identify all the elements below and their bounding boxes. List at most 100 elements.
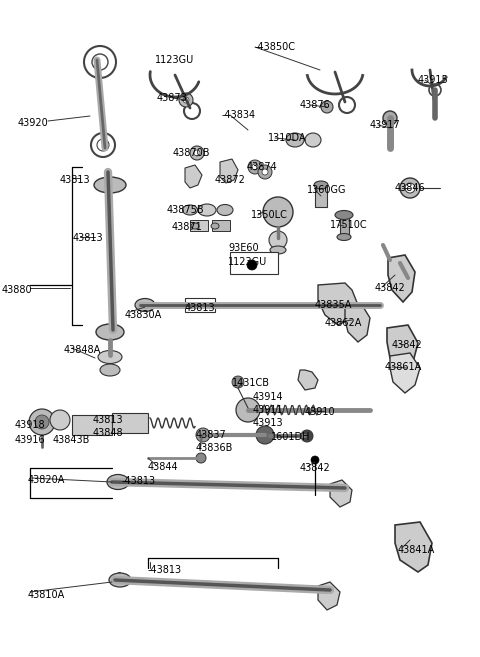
Text: 43861A: 43861A [385, 362, 422, 372]
Text: 43813: 43813 [185, 303, 216, 313]
Ellipse shape [211, 223, 219, 229]
Text: 43876: 43876 [300, 100, 331, 110]
Ellipse shape [98, 350, 122, 363]
Ellipse shape [109, 573, 131, 587]
Text: 43843B: 43843B [53, 435, 90, 445]
Text: 17510C: 17510C [330, 220, 368, 230]
Polygon shape [345, 305, 370, 342]
Ellipse shape [217, 204, 233, 215]
Text: -43834: -43834 [222, 110, 256, 120]
Polygon shape [388, 255, 415, 302]
Circle shape [262, 169, 268, 175]
Text: 1601DH: 1601DH [271, 432, 311, 442]
Text: 43917: 43917 [370, 120, 401, 130]
Text: 43842: 43842 [375, 283, 406, 293]
Text: 43830A: 43830A [125, 310, 162, 320]
Polygon shape [185, 165, 202, 188]
Text: 1123GU: 1123GU [155, 55, 194, 65]
Circle shape [183, 97, 189, 103]
Polygon shape [318, 582, 340, 610]
Bar [190, 220, 208, 231]
Text: 43810A: 43810A [28, 590, 65, 600]
Text: 43910: 43910 [305, 407, 336, 417]
Text: 43848: 43848 [93, 428, 124, 438]
Circle shape [179, 93, 193, 107]
Text: 43872: 43872 [215, 175, 246, 185]
Polygon shape [390, 353, 420, 393]
Text: 43813: 43813 [73, 233, 104, 243]
Text: 43842: 43842 [300, 463, 331, 473]
Text: 43873: 43873 [157, 93, 188, 103]
Ellipse shape [182, 205, 197, 215]
Text: 93E60: 93E60 [228, 243, 259, 253]
Circle shape [405, 183, 415, 193]
Text: 43875B: 43875B [167, 205, 204, 215]
Circle shape [258, 165, 272, 179]
Circle shape [236, 398, 260, 422]
Bar [185, 298, 215, 312]
Text: 43918: 43918 [15, 420, 46, 430]
Circle shape [35, 415, 49, 429]
Ellipse shape [94, 177, 126, 193]
Circle shape [248, 160, 262, 174]
Bar [230, 252, 278, 274]
Ellipse shape [270, 246, 286, 254]
Circle shape [321, 101, 333, 113]
Circle shape [252, 164, 258, 170]
Circle shape [50, 410, 70, 430]
Circle shape [263, 197, 293, 227]
Polygon shape [330, 480, 352, 507]
Text: 43813: 43813 [93, 415, 124, 425]
Circle shape [196, 453, 206, 463]
Text: 43880: 43880 [2, 285, 33, 295]
Text: 1123GU: 1123GU [228, 257, 267, 267]
Text: 43846: 43846 [395, 183, 426, 193]
Text: -43813: -43813 [122, 476, 156, 486]
Circle shape [383, 111, 397, 125]
Ellipse shape [314, 181, 328, 189]
Text: 1431CB: 1431CB [232, 378, 270, 388]
Text: 43820A: 43820A [28, 475, 65, 485]
Polygon shape [298, 370, 318, 390]
Circle shape [269, 231, 287, 249]
Text: 43915: 43915 [418, 75, 449, 85]
Text: 43862A: 43862A [325, 318, 362, 328]
Circle shape [190, 146, 204, 160]
Polygon shape [395, 522, 432, 572]
Ellipse shape [286, 133, 304, 147]
Text: 43874: 43874 [247, 162, 278, 172]
Circle shape [256, 426, 274, 444]
Text: 1360GG: 1360GG [307, 185, 347, 195]
Text: 43835A: 43835A [315, 300, 352, 310]
Text: 1310DA: 1310DA [268, 133, 307, 143]
Ellipse shape [135, 298, 155, 311]
Ellipse shape [305, 133, 321, 147]
Circle shape [311, 456, 319, 464]
Text: 43844: 43844 [148, 462, 179, 472]
Text: -43813: -43813 [148, 565, 182, 575]
Polygon shape [387, 325, 418, 370]
Text: 43841A: 43841A [398, 545, 435, 555]
Text: 43813: 43813 [60, 175, 91, 185]
Ellipse shape [191, 223, 199, 229]
Ellipse shape [96, 324, 124, 340]
Circle shape [247, 260, 257, 270]
Ellipse shape [335, 210, 353, 219]
Ellipse shape [337, 233, 351, 240]
Text: 43916: 43916 [15, 435, 46, 445]
Text: 43848A: 43848A [64, 345, 101, 355]
Text: 43911: 43911 [253, 405, 284, 415]
Bar [315, 185, 327, 207]
Circle shape [194, 150, 200, 156]
Text: 43920: 43920 [18, 118, 49, 128]
Ellipse shape [100, 364, 120, 376]
Circle shape [232, 376, 244, 388]
Text: 43842: 43842 [392, 340, 423, 350]
Text: 43870B: 43870B [173, 148, 211, 158]
Text: 43914: 43914 [253, 392, 284, 402]
Bar [72, 415, 112, 435]
Bar [112, 413, 148, 433]
Ellipse shape [198, 204, 216, 216]
Ellipse shape [107, 474, 129, 489]
Text: 43836B: 43836B [196, 443, 233, 453]
